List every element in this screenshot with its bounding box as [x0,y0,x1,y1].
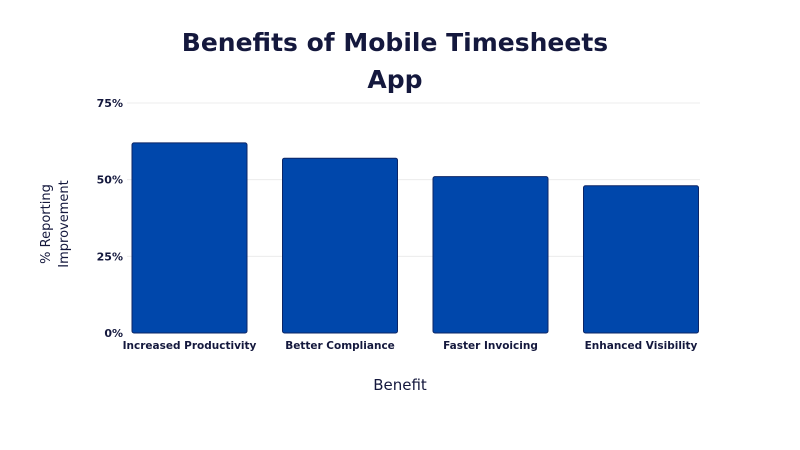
y-tick-label: 25% [97,250,123,263]
bar [583,185,699,334]
bar [131,142,248,334]
chart-title: Benefits of Mobile Timesheets App [182,28,608,94]
y-tick-label: 75% [97,97,123,110]
bars [131,142,699,334]
x-tick-label: Faster Invoicing [443,340,538,352]
y-axis-label-line-2: Improvement [57,180,72,267]
y-axis-ticks: 0% 25% 50% 75% [97,97,123,340]
chart-title-line-2: App [367,65,422,94]
x-axis-ticks: Increased Productivity Better Compliance F… [123,340,698,352]
x-tick-label: Enhanced Visibility [585,340,698,352]
bar [432,176,549,334]
x-axis-label: Benefit [373,376,427,394]
x-tick-label: Better Compliance [285,340,395,352]
y-axis-label: % Reporting Improvement [39,180,72,267]
x-tick-label: Increased Productivity [123,340,257,352]
y-axis-label-line-1: % Reporting [39,184,54,264]
y-tick-label: 50% [97,174,123,187]
bar [282,157,398,334]
y-tick-label: 0% [104,327,123,340]
chart-title-line-1: Benefits of Mobile Timesheets [182,28,608,57]
